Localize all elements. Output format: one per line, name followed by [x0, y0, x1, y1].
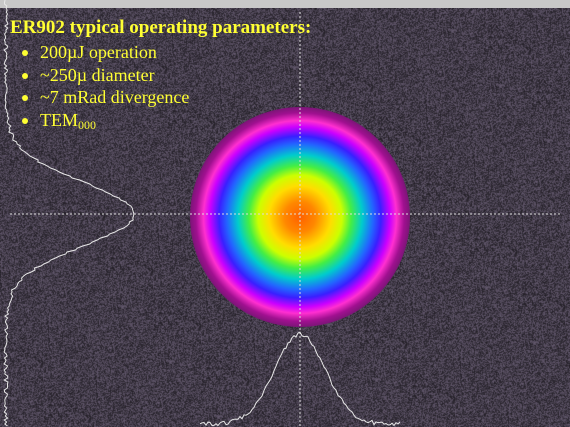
mode-subscript: 000: [78, 117, 96, 132]
parameter-item-energy: 200µJ operation: [10, 41, 430, 64]
bullet-dot: [22, 72, 28, 79]
parameter-item-divergence: ~7 mRad divergence: [10, 86, 430, 109]
vertical-intensity-profile: [3, 0, 135, 427]
parameter-item-mode: TEM000: [10, 109, 430, 137]
parameter-text: ~250µ diameter: [40, 64, 155, 85]
parameter-item-diameter: ~250µ diameter: [10, 64, 430, 87]
bullet-dot: [22, 50, 28, 56]
bullet-dot: [22, 95, 28, 101]
parameter-text: 200µJ operation: [40, 42, 157, 62]
horizontal-intensity-profile: [199, 331, 401, 427]
parameters-title: ER902 typical operating parameters:: [10, 17, 312, 38]
parameter-text: ~7 mRad divergence: [40, 87, 190, 107]
mode-label: TEM: [40, 109, 78, 130]
parameters-text-block: ER902 typical operating parameters: 200µ…: [10, 15, 430, 136]
bullet-dot: [22, 117, 28, 124]
window-top-bar: [0, 0, 570, 8]
parameters-list: 200µJ operation ~250µ diameter ~7 mRad d…: [10, 41, 430, 136]
